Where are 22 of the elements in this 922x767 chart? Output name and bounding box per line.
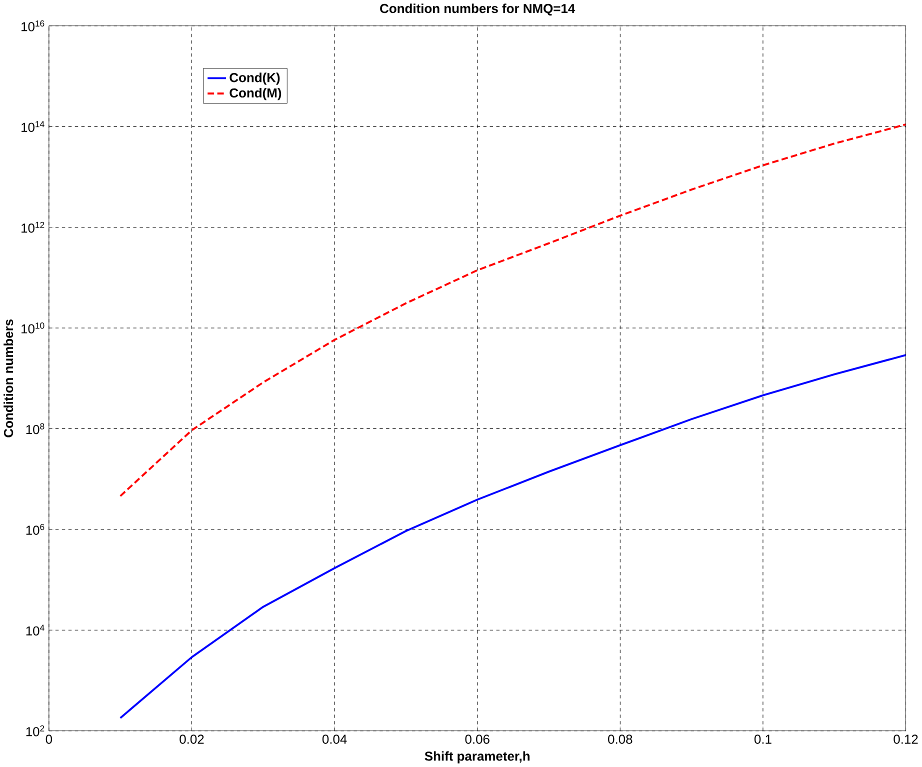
line-series: [119, 124, 906, 498]
y-tick-label: 10$^{16}$: [22, 20, 44, 32]
y-axis-title: Condition numbers: [4, 319, 14, 438]
x-tick-label: 0.06: [465, 734, 490, 744]
line-series: [119, 354, 906, 719]
y-tick-label: 10$^{14}$: [22, 121, 44, 132]
y-tick-label: 10$^{6}$: [26, 524, 44, 535]
y-tick-label: 10$^{2}$: [26, 725, 44, 736]
y-tick-label: 10$^{8}$: [26, 423, 44, 434]
x-tick-label: 0.08: [608, 734, 632, 744]
x-tick-label: 0.04: [322, 734, 347, 744]
legend-label: Cond(K): [230, 72, 280, 85]
x-tick-label: 0.02: [180, 734, 204, 744]
y-tick-label: 10$^{12}$: [22, 222, 44, 233]
x-tick-label: 0.12: [894, 734, 918, 744]
y-tick-label: 10$^{4}$: [26, 624, 44, 636]
y-tick-label: 10$^{10}$: [22, 322, 44, 334]
chart-title: Condition numbers for NMQ=14: [380, 4, 576, 16]
x-tick-label: 0: [46, 734, 52, 744]
legend-label: Cond(M): [230, 88, 282, 100]
x-axis-title: Shift parameter,h: [424, 751, 530, 764]
x-tick-label: 0.1: [754, 734, 772, 744]
